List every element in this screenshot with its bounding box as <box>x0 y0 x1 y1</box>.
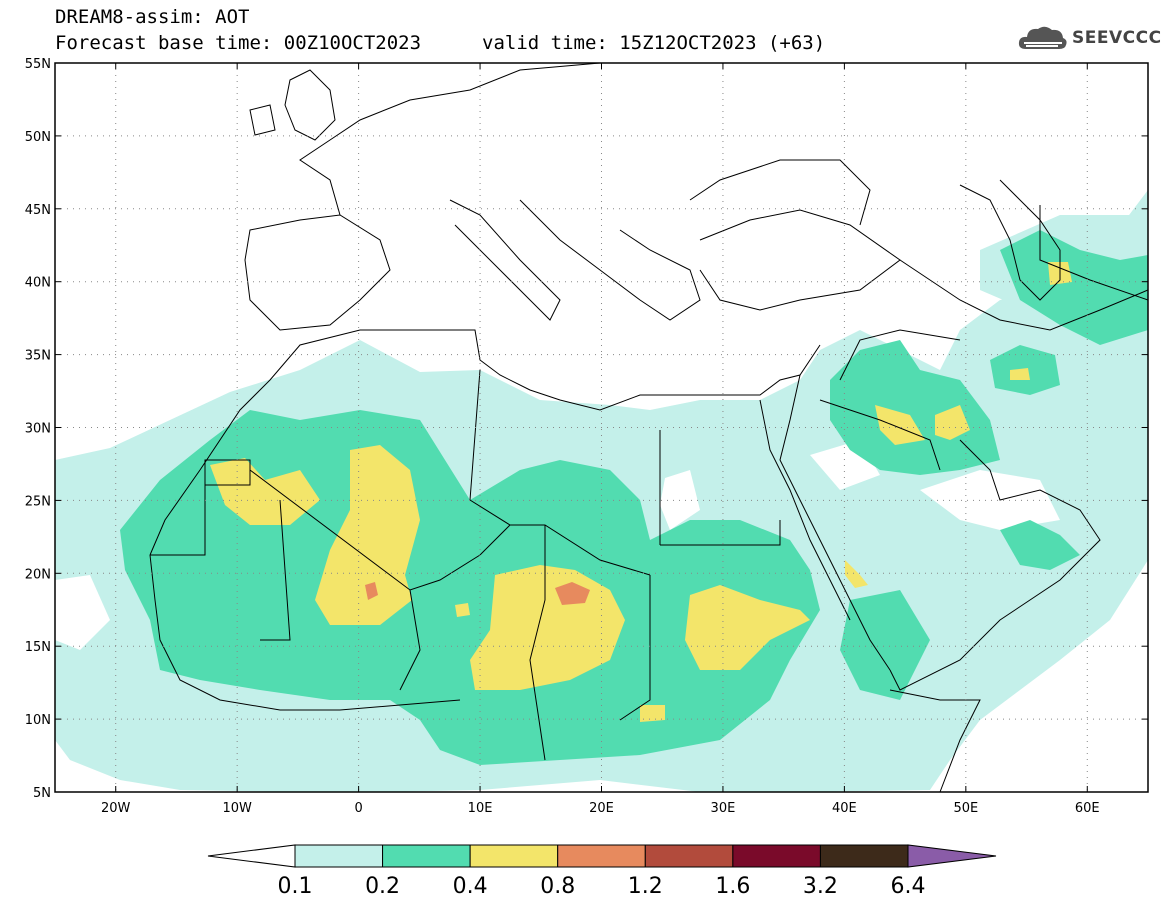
lon-label: 50E <box>953 801 978 816</box>
lon-label: 60E <box>1075 801 1100 816</box>
lat-label: 40N <box>25 276 51 291</box>
forecast-base-time: Forecast base time: 00Z10OCT2023 <box>55 32 422 54</box>
lon-label: 30E <box>711 801 736 816</box>
coastlines <box>149 63 1148 792</box>
lat-label: 50N <box>25 130 51 145</box>
map-title: DREAM8-assim: AOT <box>55 6 250 28</box>
lat-label: 15N <box>25 640 51 655</box>
logo-text: SEEVCCC <box>1072 28 1162 48</box>
axis-ticks <box>55 62 1148 793</box>
aot-holes <box>55 440 1060 650</box>
lat-label: 55N <box>25 57 51 72</box>
lon-label: 0 <box>354 801 362 816</box>
lat-label: 5N <box>33 786 51 801</box>
lon-label: 10E <box>468 801 493 816</box>
valid-time: valid time: 15Z12OCT2023 (+63) <box>482 32 826 54</box>
lat-label: 45N <box>25 203 51 218</box>
lon-label: 20W <box>101 801 131 816</box>
longitude-labels: 20W 10W 0 10E 20E 30E 40E 50E 60E <box>101 801 1100 816</box>
aot-fields <box>55 190 1148 792</box>
cloud-icon <box>1018 26 1067 49</box>
lat-label: 35N <box>25 349 51 364</box>
lon-label: 20E <box>589 801 614 816</box>
lat-label: 30N <box>25 422 51 437</box>
lat-label: 25N <box>25 494 51 509</box>
latitude-labels: 55N 50N 45N 40N 35N 30N 25N 20N 15N 10N 5N <box>25 57 51 801</box>
aot-band-0.8 <box>365 582 590 605</box>
seevccc-logo: SEEVCCC <box>1018 22 1162 54</box>
lat-label: 10N <box>25 713 51 728</box>
lon-label: 10W <box>222 801 252 816</box>
lon-label: 40E <box>832 801 857 816</box>
lat-label: 20N <box>25 567 51 582</box>
